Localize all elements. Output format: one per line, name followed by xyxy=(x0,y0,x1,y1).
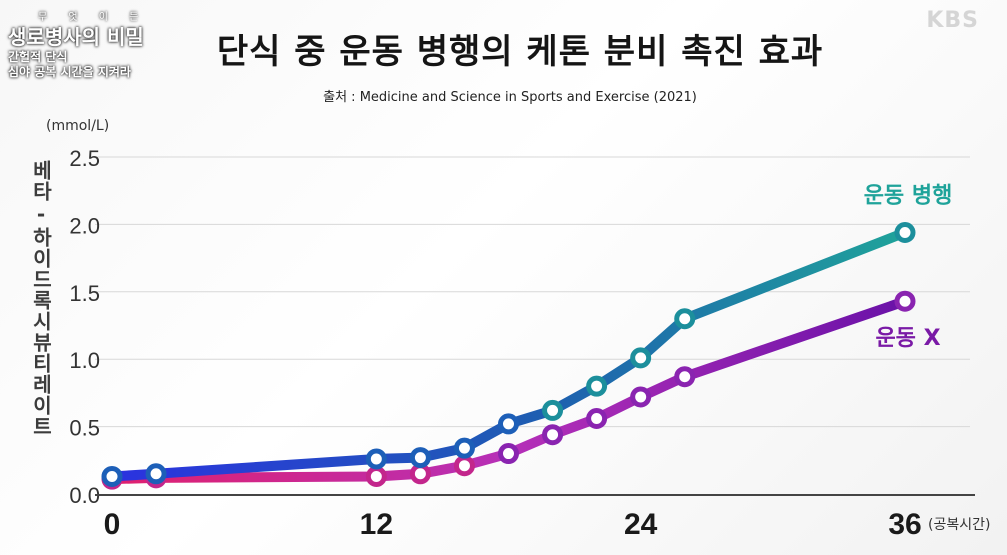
y-tick-label: 2.5 xyxy=(69,146,100,171)
program-logo: 무 엇 이 든 생로병사의 비밀 간헐적 단식 심야 공복 시간을 지켜라 xyxy=(8,8,198,80)
data-point xyxy=(453,455,475,477)
data-point xyxy=(630,347,652,369)
x-tick-label: 36 xyxy=(888,508,921,541)
series-label: 운동 X xyxy=(875,326,940,351)
y-axis-title: 베타-하이드록시뷰티레이트 xyxy=(29,160,53,437)
chart-title: 단식 중 운동 병행의 케톤 분비 촉진 효과 xyxy=(216,32,824,72)
y-tick-label: 2.0 xyxy=(69,213,100,238)
data-point xyxy=(409,447,431,469)
x-tick-label: 12 xyxy=(360,508,393,541)
data-point xyxy=(674,308,696,330)
data-point xyxy=(145,463,167,485)
y-tick-label: 0.0 xyxy=(69,483,100,508)
data-point xyxy=(409,463,431,485)
y-tick-label: 0.5 xyxy=(69,416,100,441)
data-point xyxy=(542,424,564,446)
data-point xyxy=(498,413,519,435)
data-point xyxy=(542,399,564,421)
program-kicker: 무 엇 이 든 xyxy=(38,12,148,23)
data-point xyxy=(586,408,608,430)
x-tick-label: 24 xyxy=(624,508,658,541)
y-tick-label: 1.0 xyxy=(69,348,100,373)
data-point xyxy=(453,437,475,459)
y-tick-label: 1.5 xyxy=(69,281,100,306)
data-point xyxy=(101,465,123,487)
episode-line-1: 간헐적 단식 xyxy=(8,50,68,64)
data-point xyxy=(894,290,916,312)
x-unit-label: (공복시간) xyxy=(928,517,991,533)
episode-line-2: 심야 공복 시간을 지켜라 xyxy=(8,65,131,79)
chart-source: 출처 : Medicine and Science in Sports and … xyxy=(323,90,697,105)
data-point xyxy=(674,366,696,388)
series-line xyxy=(107,227,910,482)
program-title: 생로병사의 비밀 xyxy=(8,25,144,49)
broadcaster-logo: KBS xyxy=(926,8,979,33)
data-point xyxy=(894,221,916,243)
data-point xyxy=(586,375,608,397)
series-label: 운동 병행 xyxy=(864,183,953,208)
x-tick-label: 0 xyxy=(104,508,121,541)
data-point xyxy=(365,448,387,470)
y-unit-label: (mmol/L) xyxy=(46,118,110,134)
data-point xyxy=(365,465,387,487)
data-point xyxy=(630,386,652,408)
data-point xyxy=(498,443,519,465)
